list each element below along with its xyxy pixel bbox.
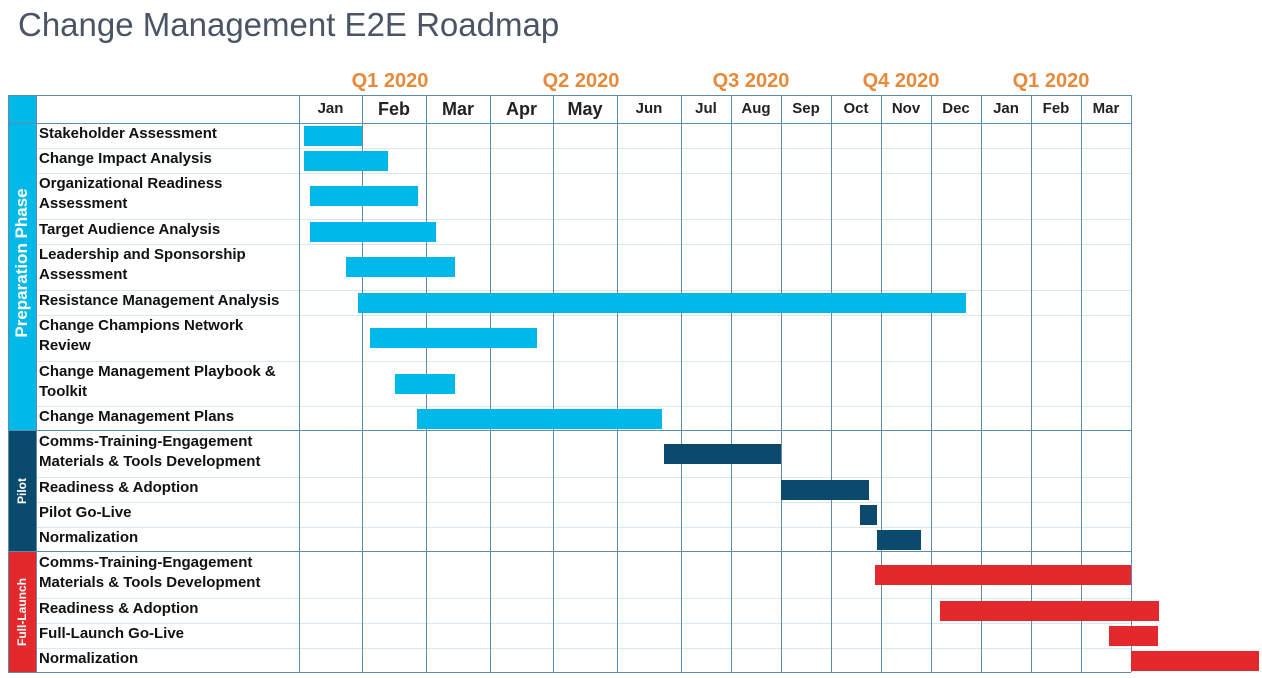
- month-column-line: [1081, 95, 1082, 672]
- phase-band: Full-Launch: [8, 551, 36, 672]
- month-header: Feb: [377, 99, 410, 119]
- task-bar[interactable]: [369, 328, 538, 348]
- month-column-line: [981, 95, 982, 672]
- task-bar[interactable]: [309, 186, 418, 206]
- header-corner: [8, 95, 36, 123]
- grid-border-left: [8, 95, 9, 672]
- task-label: Change Champions Network Review: [39, 317, 244, 354]
- month-header: Nov: [891, 100, 921, 117]
- task-label: Normalization: [39, 650, 139, 667]
- task-bar[interactable]: [395, 373, 455, 394]
- task-label: Change Management Plans: [39, 408, 235, 425]
- task-label: Leadership and Sponsorship Assessment: [39, 246, 246, 283]
- task-label: Pilot Go-Live: [39, 504, 132, 521]
- task-bar[interactable]: [304, 125, 362, 146]
- month-header: Oct: [843, 100, 869, 117]
- month-column-line: [931, 95, 932, 672]
- month-column-line: [553, 95, 554, 672]
- phase-label: Full-Launch: [15, 577, 29, 646]
- phase-band: Pilot: [8, 430, 36, 551]
- row-line: [36, 148, 1131, 149]
- quarter-label: Q1 2020: [351, 70, 429, 92]
- task-bar[interactable]: [1108, 625, 1158, 646]
- month-column-line: [490, 95, 491, 672]
- row-line: [36, 477, 1131, 478]
- task-label: Normalization: [39, 529, 139, 546]
- month-header: Feb: [1042, 100, 1070, 117]
- month-column-line: [731, 95, 732, 672]
- row-line: [36, 361, 1131, 362]
- task-bar[interactable]: [304, 150, 388, 171]
- quarter-label: Q4 2020: [862, 70, 940, 92]
- task-label: Readiness & Adoption: [39, 600, 199, 617]
- phase-label: Pilot: [15, 477, 29, 504]
- task-label: Target Audience Analysis: [39, 221, 221, 238]
- grid-border-bottom: [8, 672, 1131, 673]
- row-line: [36, 219, 1131, 220]
- task-label: Stakeholder Assessment: [39, 125, 217, 142]
- month-column-line: [781, 95, 782, 672]
- task-bar[interactable]: [781, 479, 869, 500]
- row-line: [36, 648, 1131, 649]
- month-column-line: [362, 95, 363, 672]
- month-header: Jan: [993, 100, 1019, 117]
- month-header: Mar: [441, 99, 474, 119]
- month-column-line: [881, 95, 882, 672]
- task-bar[interactable]: [663, 444, 781, 464]
- task-label: Change Management Playbook & Toolkit: [39, 363, 276, 400]
- page-title: Change Management E2E Roadmap: [18, 6, 560, 43]
- month-column-line: [299, 95, 300, 672]
- phase-label: Preparation Phase: [12, 187, 31, 338]
- quarter-label: Q2 2020: [542, 70, 620, 92]
- task-bar[interactable]: [860, 504, 877, 525]
- month-header: Jul: [695, 100, 717, 117]
- task-bar[interactable]: [877, 529, 921, 550]
- task-bar[interactable]: [875, 565, 1131, 585]
- task-label: Organizational Readiness Assessment: [39, 175, 223, 212]
- task-label: Resistance Management Analysis: [39, 292, 280, 309]
- row-line: [36, 623, 1131, 624]
- task-label: Full-Launch Go-Live: [39, 625, 184, 642]
- row-line: [36, 315, 1131, 316]
- month-header: Aug: [741, 100, 771, 117]
- task-label: Comms-Training-Engagement Materials & To…: [39, 433, 261, 470]
- row-line: [36, 598, 1131, 599]
- month-header: Jan: [317, 100, 344, 117]
- month-column-line: [1131, 95, 1132, 672]
- task-bar[interactable]: [417, 408, 662, 429]
- row-line: [36, 406, 1131, 407]
- month-column-line: [1031, 95, 1032, 672]
- month-column-line: [681, 95, 682, 672]
- quarter-label: Q3 2020: [712, 70, 790, 92]
- task-bar[interactable]: [346, 257, 455, 277]
- task-bar[interactable]: [940, 600, 1159, 621]
- phase-divider: [8, 551, 1131, 552]
- row-line: [36, 502, 1131, 503]
- phase-divider: [8, 430, 1131, 431]
- month-header: May: [567, 99, 603, 119]
- month-column-line: [617, 95, 618, 672]
- month-header: Dec: [942, 100, 970, 117]
- row-line: [36, 173, 1131, 174]
- task-label: Change Impact Analysis: [39, 150, 212, 167]
- task-label: Comms-Training-Engagement Materials & To…: [39, 554, 261, 591]
- row-line: [36, 527, 1131, 528]
- month-header: Jun: [635, 100, 663, 117]
- task-bar[interactable]: [1131, 650, 1259, 671]
- row-line: [36, 244, 1131, 245]
- month-header: Mar: [1092, 100, 1120, 117]
- grid-header-line: [8, 123, 1131, 124]
- month-header: Sep: [792, 100, 820, 117]
- month-header: Apr: [506, 99, 537, 119]
- grid-border-top: [8, 95, 1131, 96]
- phase-column-line: [36, 95, 37, 672]
- phase-band: Preparation Phase: [8, 95, 36, 430]
- quarter-label: Q1 2020: [1012, 70, 1090, 92]
- task-label: Readiness & Adoption: [39, 479, 199, 496]
- row-line: [36, 290, 1131, 291]
- task-bar[interactable]: [309, 221, 436, 242]
- task-bar[interactable]: [358, 292, 966, 313]
- month-column-line: [831, 95, 832, 672]
